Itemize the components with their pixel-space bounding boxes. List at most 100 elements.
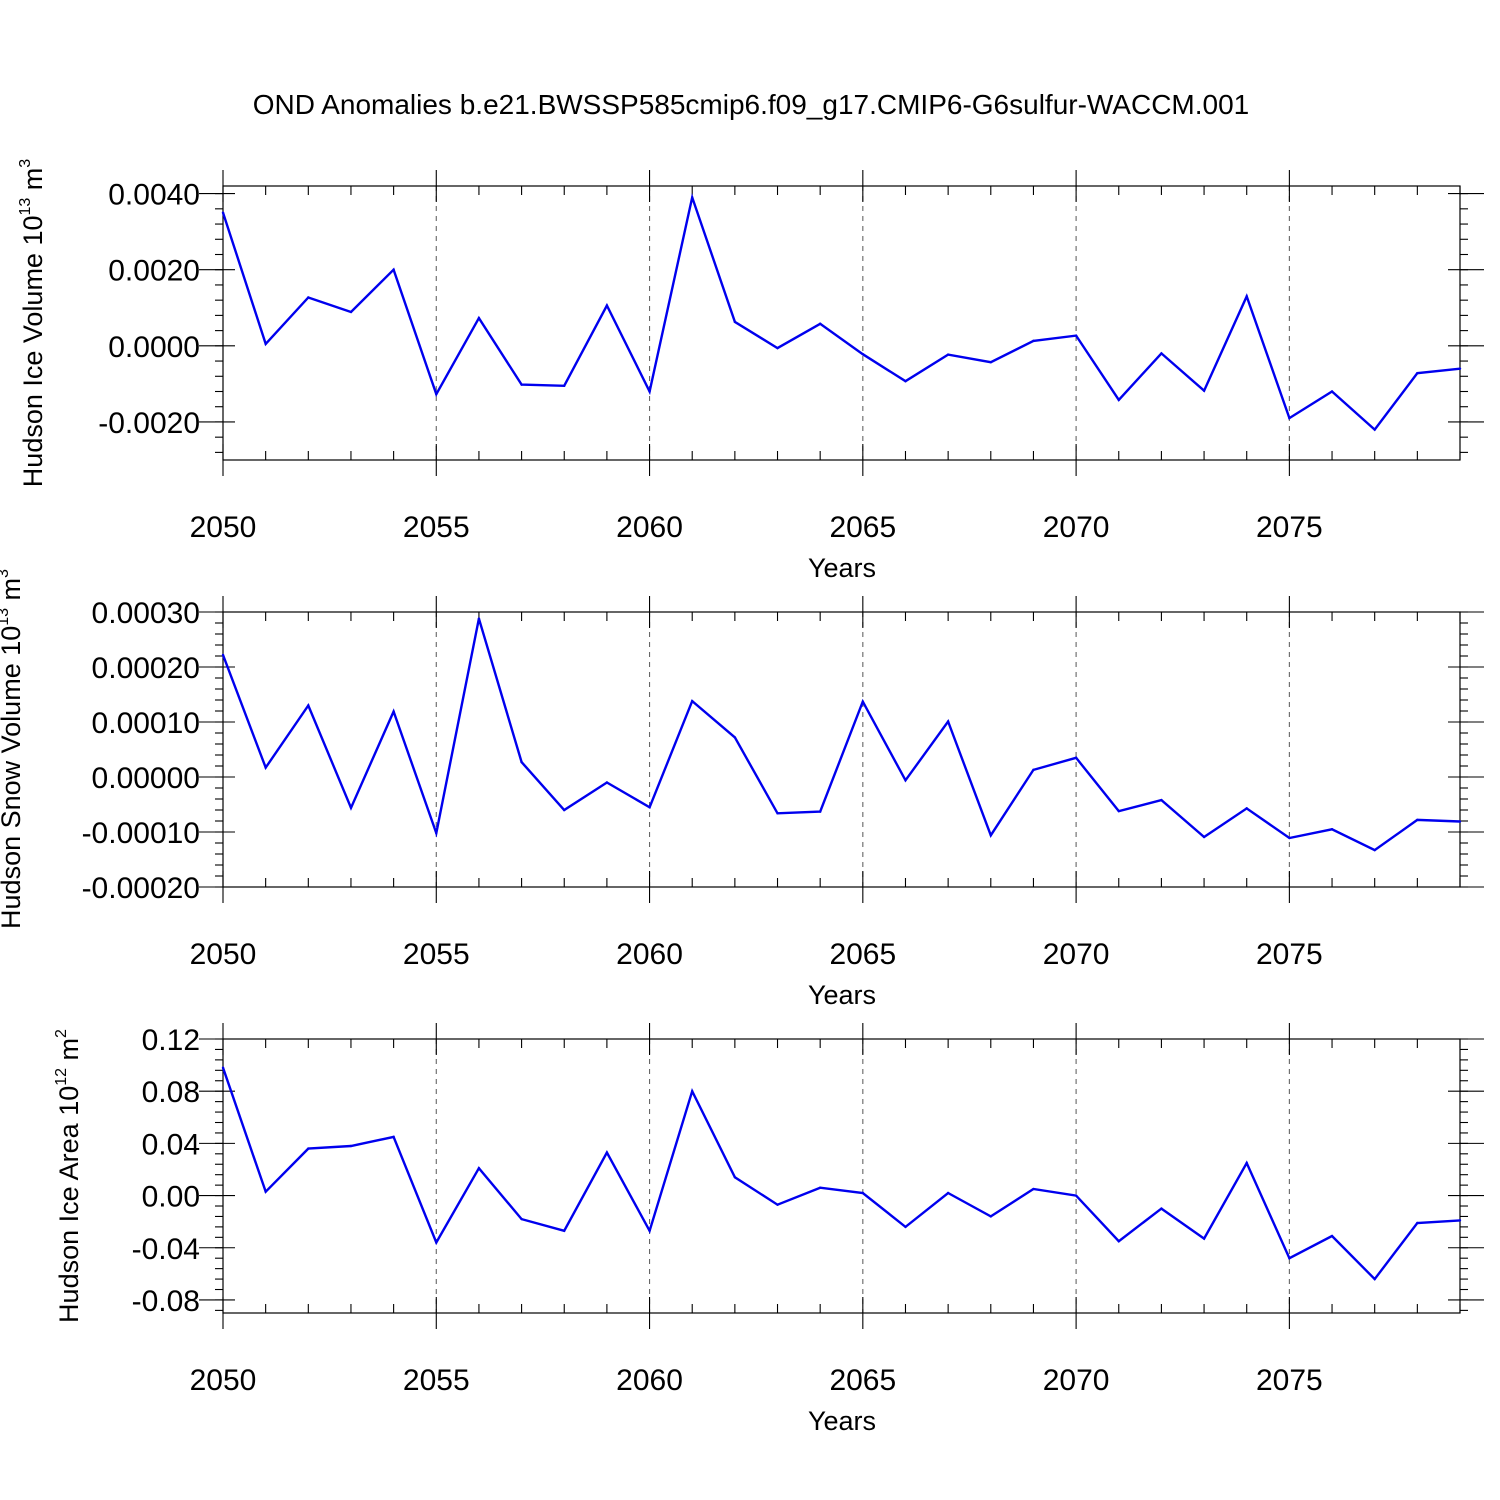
ice-area-data-point (1245, 1161, 1248, 1165)
snow-volume-data-point (435, 831, 438, 835)
snow-volume-data-point (1458, 820, 1462, 823)
ice-volume-plot-frame (222, 185, 1461, 461)
ice-volume-data-point (1117, 398, 1120, 402)
ice-area-data-point (1117, 1240, 1120, 1243)
ice-volume-data-point (733, 320, 737, 324)
ice-volume-y-tick-label: 0.0020 (108, 255, 200, 288)
ice-volume-x-tick-label: 2055 (403, 511, 470, 544)
snow-volume-x-tick-label: 2075 (1256, 938, 1323, 971)
snow-volume-y-tick-label: 0.00000 (92, 762, 200, 795)
snow-volume-data-point (1160, 798, 1163, 802)
snow-volume-y-tick-label: -0.00020 (82, 872, 200, 905)
ice-area-y-axis-label-unit: m (54, 1038, 84, 1068)
ice-area-data-point (520, 1217, 523, 1221)
ice-volume-data-point (648, 390, 651, 393)
snow-volume-data-point (818, 810, 822, 813)
ice-area-y-tick-label: 0.00 (142, 1181, 200, 1214)
ice-volume-data-point (435, 392, 438, 396)
snow-volume-data-point (392, 710, 395, 713)
ice-area-data-point (1160, 1207, 1163, 1210)
ice-area-x-tick-label: 2050 (190, 1364, 257, 1397)
ice-volume-data-point (861, 353, 865, 356)
ice-volume-data-point (349, 310, 353, 314)
snow-volume-x-axis-label: Years (808, 980, 876, 1010)
snow-volume-x-tick-label: 2050 (190, 938, 257, 971)
snow-volume-plot-frame (222, 611, 1461, 888)
ice-volume-data-point (477, 316, 481, 320)
ice-area-x-axis-label: Years (808, 1406, 876, 1436)
ice-area-x-tick-label: 2070 (1043, 1364, 1110, 1397)
ice-area-y-axis-label: Hudson Ice Area 1012 m2 (53, 1029, 84, 1323)
snow-volume-data-point (1416, 818, 1419, 822)
ice-volume-x-axis-label: Years (808, 553, 876, 583)
figure-title: OND Anomalies b.e21.BWSSP585cmip6.f09_g1… (253, 89, 1250, 120)
ice-area-data-point (818, 1186, 822, 1189)
ice-volume-data-point (1458, 367, 1462, 370)
ice-volume-data-point (904, 380, 907, 383)
snow-volume-data-point (691, 699, 694, 703)
panel-hudson-snow-volume: 0.00030 0.00020 0.00010 0.00000 -0.00010 -0.0… (0, 569, 1484, 1010)
ice-area-plot-frame (222, 1038, 1461, 1314)
ice-volume-y-tick-label: 0.0040 (108, 179, 200, 212)
snow-volume-data-point (477, 617, 481, 620)
snow-volume-x-tick-label: 2065 (829, 938, 896, 971)
ice-area-data-point (691, 1089, 694, 1093)
snow-volume-x-tick-label: 2055 (403, 938, 470, 971)
ice-area-y-axis-label-exponent: 12 (53, 1068, 70, 1086)
snow-volume-data-point (1117, 809, 1120, 813)
ice-volume-x-tick-label: 2075 (1256, 511, 1323, 544)
ice-volume-data-point (1373, 428, 1376, 431)
ice-area-x-tick-label: 2075 (1256, 1364, 1323, 1397)
snow-volume-y-tick-label: 0.00030 (92, 597, 200, 630)
snow-volume-data-point (1245, 807, 1248, 810)
ice-volume-y-axis-label: Hudson Ice Volume 1013 m3 (17, 159, 48, 487)
snow-volume-y-axis-label-text: Hudson Snow Volume 10 (0, 626, 26, 929)
snow-volume-data-point (1373, 848, 1376, 852)
snow-volume-y-tick-label: 0.00020 (92, 652, 200, 685)
ice-area-data-point (733, 1176, 737, 1179)
ice-volume-data-point (307, 296, 310, 299)
ice-volume-y-tick-label: 0.0000 (108, 331, 200, 364)
ice-volume-data-point (1032, 339, 1035, 343)
ice-area-y-tick-label: -0.08 (132, 1285, 200, 1318)
ice-volume-x-tick-label: 2070 (1043, 511, 1110, 544)
snow-volume-data-point (648, 806, 651, 809)
ice-area-data-point (605, 1151, 609, 1154)
ice-volume-series-line (221, 192, 1461, 432)
snow-volume-y-axis-label-unit: m (0, 578, 26, 608)
ice-area-data-point (264, 1190, 267, 1193)
ice-volume-data-point (264, 342, 267, 346)
ice-volume-data-point (691, 196, 694, 199)
ice-area-y-tick-label: 0.12 (142, 1024, 200, 1057)
snow-volume-data-point (1330, 828, 1334, 831)
snow-volume-data-point (264, 766, 267, 769)
ice-area-data-point (989, 1215, 992, 1218)
ice-area-data-point (1416, 1221, 1419, 1225)
ice-area-data-point (946, 1191, 950, 1195)
ice-area-y-tick-label: 0.04 (142, 1128, 200, 1161)
ice-area-data-point (776, 1203, 779, 1206)
ice-volume-data-point (1202, 389, 1206, 392)
ice-area-data-point (349, 1144, 353, 1148)
ice-volume-data-point (989, 360, 992, 364)
ice-volume-x-tick-label: 2050 (190, 511, 257, 544)
ice-area-data-point (221, 1066, 225, 1069)
snow-volume-y-axis-label: Hudson Snow Volume 1013 m3 (0, 569, 26, 929)
ice-area-data-point (392, 1135, 395, 1139)
ice-volume-y-tick-label: -0.0020 (98, 407, 200, 440)
ice-area-x-tick-label: 2055 (403, 1364, 470, 1397)
snow-volume-y-tick-label: 0.00010 (92, 707, 200, 740)
snow-volume-data-point (733, 736, 737, 739)
ice-area-data-point (1373, 1277, 1376, 1281)
ice-area-y-axis-label-unit-exponent: 2 (53, 1029, 70, 1038)
ice-area-y-tick-label: -0.04 (132, 1233, 200, 1266)
ice-area-data-point (1330, 1234, 1334, 1238)
ice-volume-data-point (946, 353, 950, 356)
ice-volume-data-point (520, 383, 523, 386)
snow-volume-data-point (1288, 836, 1291, 840)
ice-area-y-tick-label: 0.08 (142, 1076, 200, 1109)
ice-volume-data-point (1330, 390, 1334, 393)
ice-volume-data-point (1245, 295, 1248, 298)
ice-area-y-axis-label-text: Hudson Ice Area 10 (54, 1086, 84, 1323)
